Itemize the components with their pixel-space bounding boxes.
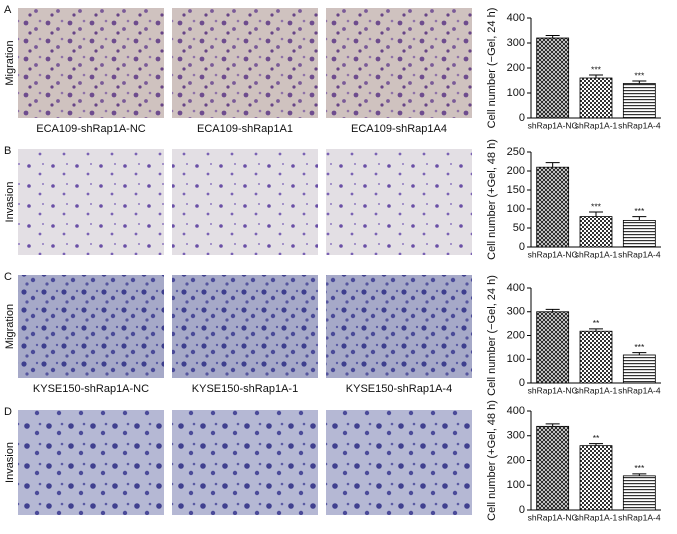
y-tick-label: 200: [507, 454, 525, 466]
y-tick-label: 100: [507, 203, 525, 215]
y-axis-label: Cell number (+Gel, 48 h): [486, 139, 498, 260]
y-tick-label: 200: [507, 62, 525, 74]
micrograph: [18, 410, 164, 515]
micrograph: [172, 410, 318, 515]
image-caption: KYSE150-shRap1A-NC: [33, 383, 149, 395]
row-label: Invasion: [4, 442, 16, 483]
micrograph: [18, 8, 164, 118]
y-tick-label: 300: [507, 430, 525, 442]
error-bar: [632, 352, 647, 355]
image-caption: KYSE150-shRap1A-4: [346, 383, 452, 395]
panel-letter: D: [4, 406, 12, 418]
micrograph: [18, 275, 164, 378]
y-axis-label: Cell number (−Gel, 24 h): [486, 8, 498, 129]
row-label: Migration: [4, 40, 16, 85]
y-tick-label: 0: [519, 112, 525, 124]
y-tick-label: 400: [507, 12, 525, 24]
y-tick-label: 200: [507, 329, 525, 341]
row-label: Invasion: [4, 182, 16, 223]
x-tick-label: shRap1A-1: [575, 512, 618, 522]
x-tick-label: shRap1A-NC: [528, 512, 578, 522]
error-bar: [589, 211, 603, 217]
error-bar: [589, 443, 603, 446]
panel-letter: A: [4, 4, 12, 16]
bar: [622, 83, 656, 119]
error-bar: [545, 35, 560, 38]
y-tick-label: 400: [507, 405, 525, 417]
significance: **: [593, 433, 600, 443]
micrograph: [18, 149, 164, 255]
error-bar: [589, 74, 603, 78]
bar: [579, 77, 613, 119]
y-tick-label: 400: [507, 282, 525, 294]
y-tick-label: 50: [513, 222, 525, 234]
bar: [622, 354, 656, 384]
significance: ***: [634, 206, 645, 216]
micrograph: [326, 149, 472, 255]
y-tick-label: 0: [519, 504, 525, 516]
micrograph: [172, 8, 318, 118]
x-tick-label: shRap1A-1: [575, 120, 618, 130]
significance: ***: [634, 70, 645, 80]
error-bar: [632, 80, 647, 84]
bar: [622, 475, 656, 511]
micrograph: [326, 275, 472, 378]
significance: ***: [634, 463, 645, 473]
bar: [536, 166, 570, 248]
x-tick-label: shRap1A-NC: [528, 249, 578, 259]
y-tick-label: 100: [507, 353, 525, 365]
micrograph: [172, 275, 318, 378]
image-caption: ECA109-shRap1A4: [351, 123, 447, 135]
x-tick-label: shRap1A-NC: [528, 120, 578, 130]
error-bar: [545, 423, 560, 427]
significance: **: [593, 318, 600, 328]
y-axis-label: Cell number (+Gel, 48 h): [486, 400, 498, 521]
bar: [579, 216, 613, 248]
panel-letter: B: [4, 145, 11, 157]
y-tick-label: 200: [507, 165, 525, 177]
x-tick-label: shRap1A-4: [618, 385, 661, 395]
image-caption: KYSE150-shRap1A-1: [192, 383, 298, 395]
significance: ***: [591, 64, 602, 74]
bar: [579, 330, 613, 384]
error-bar: [632, 473, 647, 476]
image-caption: ECA109-shRap1A-NC: [36, 123, 145, 135]
significance: ***: [634, 342, 645, 352]
micrograph: [172, 149, 318, 255]
significance: ***: [591, 201, 602, 211]
x-tick-label: shRap1A-1: [575, 385, 618, 395]
x-tick-label: shRap1A-4: [618, 512, 661, 522]
bar: [536, 425, 570, 511]
bar: [536, 37, 570, 119]
x-tick-label: shRap1A-4: [618, 120, 661, 130]
y-axis-label: Cell number (−Gel, 24 h): [486, 275, 498, 396]
bar: [579, 445, 613, 511]
y-tick-label: 100: [507, 87, 525, 99]
error-bar: [545, 308, 560, 312]
image-caption: ECA109-shRap1A1: [197, 123, 293, 135]
y-tick-label: 0: [519, 241, 525, 253]
bar: [536, 311, 570, 384]
micrograph: [326, 410, 472, 515]
y-tick-label: 300: [507, 306, 525, 318]
error-bar: [632, 216, 647, 221]
panel-letter: C: [4, 271, 12, 283]
y-tick-label: 0: [519, 377, 525, 389]
row-label: Migration: [4, 304, 16, 349]
y-tick-label: 300: [507, 37, 525, 49]
y-tick-label: 250: [507, 146, 525, 158]
error-bar: [545, 162, 560, 168]
bar: [622, 219, 656, 248]
x-tick-label: shRap1A-4: [618, 249, 661, 259]
y-tick-label: 100: [507, 479, 525, 491]
error-bar: [589, 328, 603, 332]
x-tick-label: shRap1A-NC: [528, 385, 578, 395]
micrograph: [326, 8, 472, 118]
x-tick-label: shRap1A-1: [575, 249, 618, 259]
y-tick-label: 150: [507, 184, 525, 196]
